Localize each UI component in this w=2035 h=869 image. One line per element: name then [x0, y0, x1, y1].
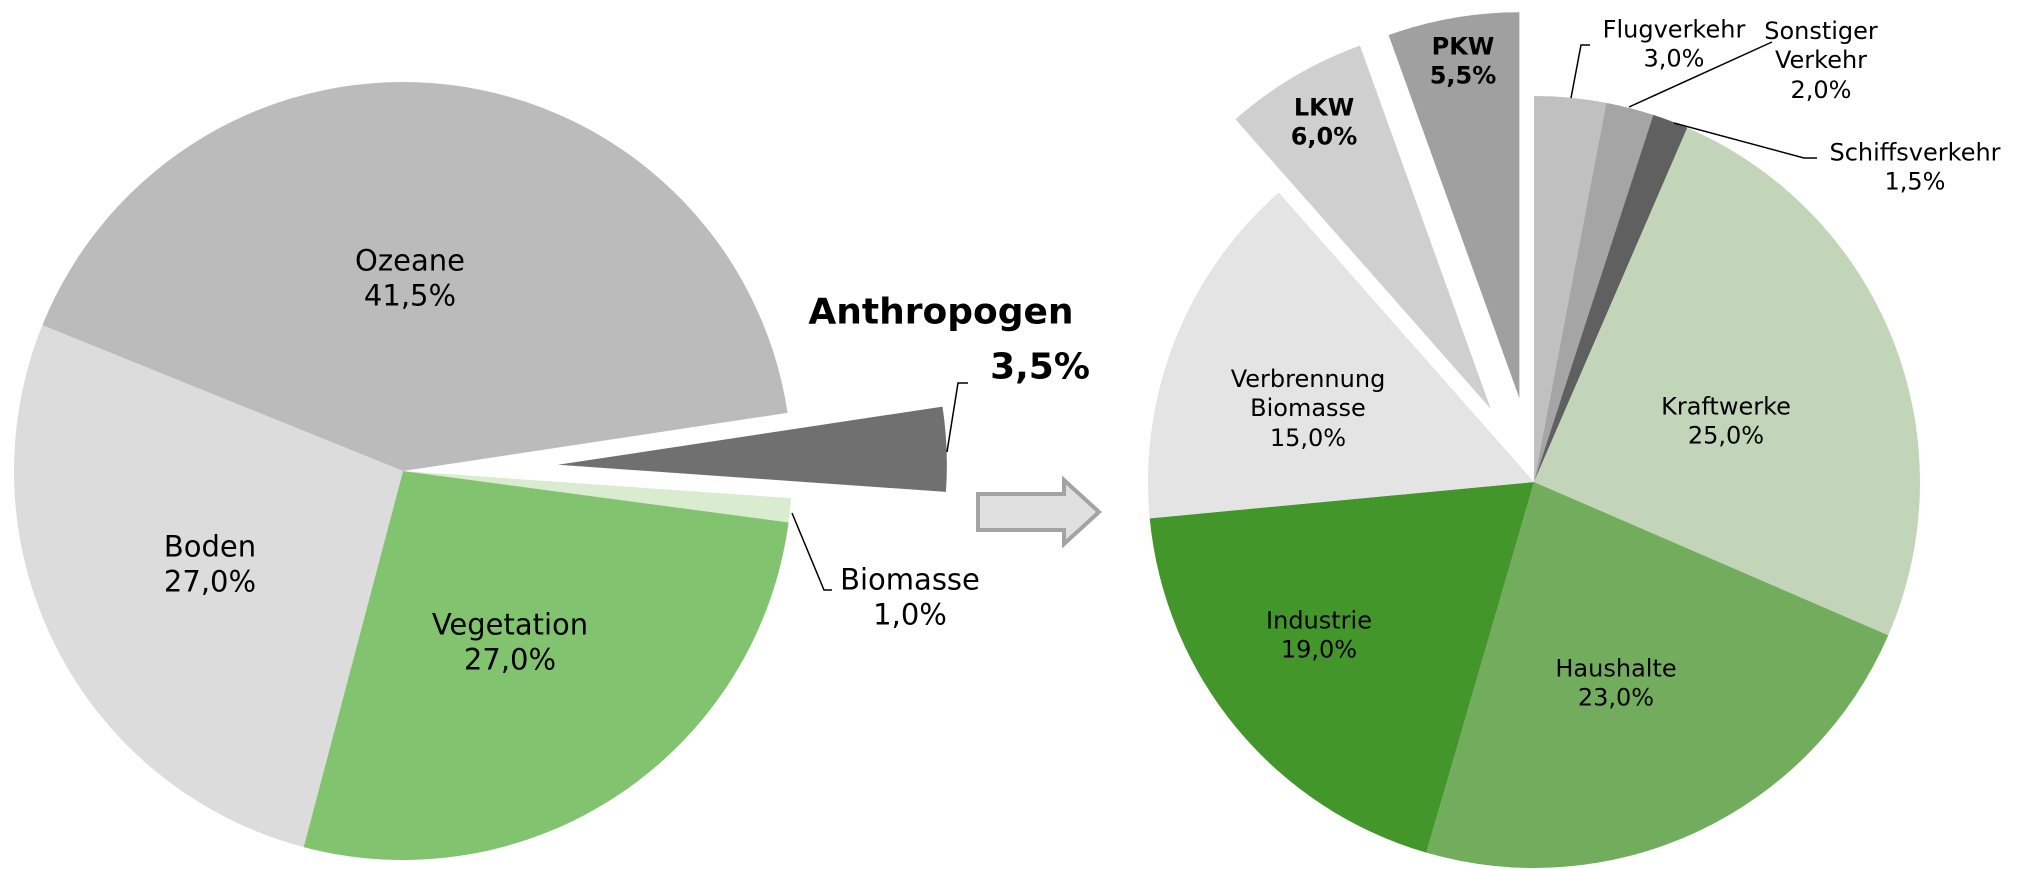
- slice-label: Anthropogen: [808, 291, 1074, 333]
- slice-value: 2,0%: [1790, 75, 1852, 104]
- slice-value: 23,0%: [1577, 684, 1655, 712]
- pie-slice: [42, 81, 788, 471]
- pie-slice: [403, 471, 792, 523]
- leader-line: [1673, 122, 1817, 159]
- slice-value: 1,0%: [873, 598, 947, 632]
- pie-slice: [1534, 102, 1654, 482]
- pie-slice: [1235, 45, 1491, 409]
- slice-label: PKW: [1431, 32, 1495, 61]
- slice-label-group: Flugverkehr 3,0%: [1603, 16, 1746, 75]
- leader-line: [791, 512, 832, 591]
- slice-value: 1,5%: [1884, 168, 1946, 196]
- slice-label-group: Sonstiger Verkehr 2,0%: [1764, 17, 1878, 105]
- slice-label: Biomasse: [840, 562, 980, 597]
- pie-slice: [303, 471, 789, 860]
- slice-value: 5,5%: [1429, 62, 1497, 90]
- slice-value: 3,5%: [990, 346, 1090, 388]
- slice-value: 25,0%: [1687, 422, 1765, 450]
- pie-slice: [1148, 192, 1534, 519]
- pie-slice: [1149, 482, 1534, 853]
- slice-label-group: Boden 27,0%: [164, 530, 256, 601]
- slice-label-group: PKW 5,5%: [1430, 33, 1497, 92]
- slice-value: 6,0%: [1290, 123, 1358, 151]
- slice-label-group: Industrie 19,0%: [1266, 607, 1372, 666]
- pie-slice: [1534, 96, 1607, 482]
- slice-label: Industrie: [1266, 606, 1372, 635]
- slice-label: Verbrennung Biomasse: [1230, 365, 1386, 423]
- slice-label: Schiffsverkehr: [1829, 138, 2001, 167]
- slice-label: Vegetation: [431, 607, 589, 642]
- slice-value: 3,0%: [1643, 45, 1705, 73]
- slice-label-group: LKW 6,0%: [1291, 94, 1358, 153]
- pie-slice: [14, 325, 404, 848]
- slice-label-group: Biomasse 1,0%: [840, 563, 980, 634]
- pie-slice: [1534, 127, 1920, 636]
- slice-label: Flugverkehr: [1602, 15, 1746, 44]
- slice-label-group: Verbrennung Biomasse 15,0%: [1231, 365, 1386, 453]
- slice-value: 27,0%: [463, 643, 557, 677]
- pie-slice: [1426, 482, 1889, 868]
- slice-label-group: Kraftwerke 25,0%: [1661, 393, 1791, 452]
- leader-line: [1628, 41, 1773, 108]
- leader-line: [1570, 44, 1590, 99]
- arrow: [976, 475, 1102, 549]
- slice-value: 19,0%: [1280, 636, 1358, 664]
- pie-slice: [557, 406, 947, 492]
- pie-slice: [1388, 12, 1520, 399]
- slice-label: Haushalte: [1555, 654, 1677, 683]
- slice-label-group: Ozeane 41,5%: [355, 244, 465, 315]
- slice-label: Kraftwerke: [1661, 392, 1791, 421]
- slice-label-group: Haushalte 23,0%: [1555, 655, 1676, 714]
- slice-label: Ozeane: [355, 243, 465, 278]
- slice-label: LKW: [1293, 93, 1355, 122]
- slice-value: 15,0%: [1269, 423, 1347, 452]
- slice-value: 41,5%: [363, 279, 457, 313]
- slice-value: 27,0%: [163, 565, 257, 599]
- slice-label-group: Vegetation 27,0%: [432, 608, 588, 679]
- leader-line: [946, 382, 968, 453]
- slice-label: Sonstiger Verkehr: [1764, 17, 1878, 75]
- slice-label-group: Schiffsverkehr 1,5%: [1829, 139, 2000, 198]
- slice-label: Boden: [163, 529, 257, 564]
- pie-slice: [1534, 114, 1688, 482]
